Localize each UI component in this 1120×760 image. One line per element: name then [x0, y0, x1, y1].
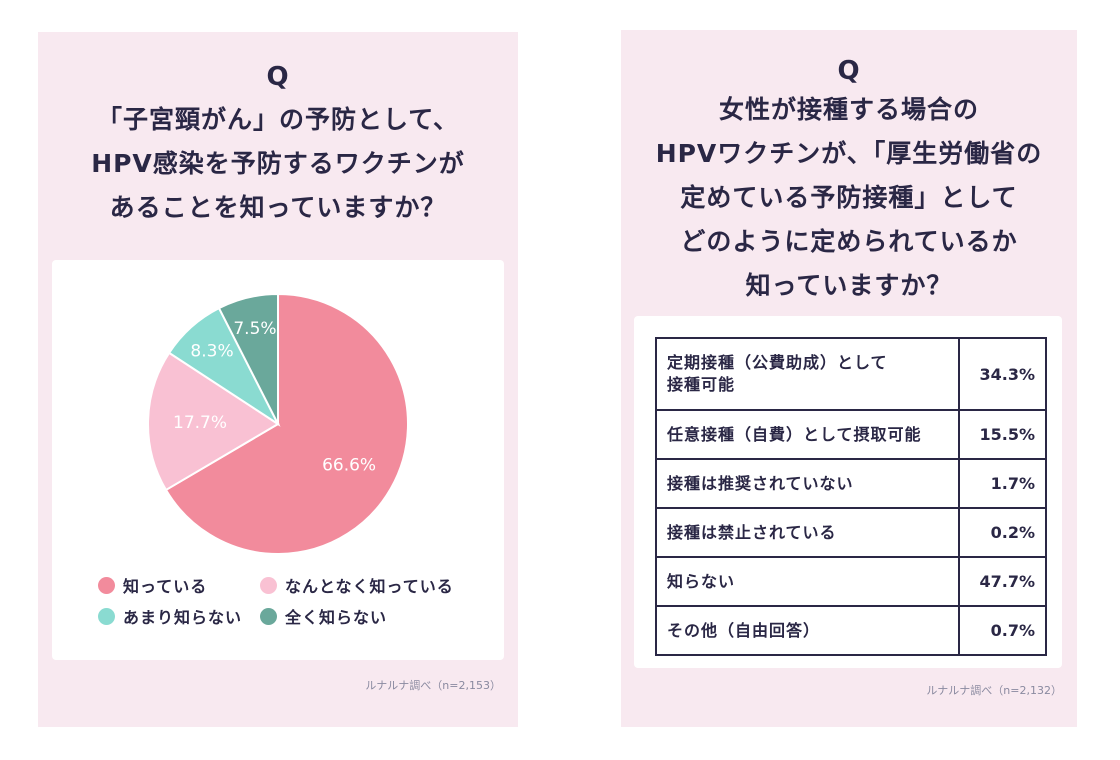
pie-slice: [217, 292, 279, 425]
table-cell-label: 知らない: [654, 556, 961, 607]
title-line: どのように定められているか: [680, 227, 1018, 256]
table-row: 任意接種（自費）として摂取可能 15.5%: [654, 409, 1047, 460]
question-mark-label: Q: [266, 62, 290, 92]
legend-swatch: [260, 576, 277, 594]
table-cell-label: その他（自由回答）: [654, 605, 961, 656]
pie-slice: [147, 351, 280, 492]
legend-item: 全く知らない: [260, 604, 387, 628]
results-table: 定期接種（公費助成）として 接種可能 34.3% 任意接種（自費）として摂取可能…: [654, 337, 1047, 656]
cell-line: 接種可能: [667, 375, 736, 394]
pie-slice-label: 8.3%: [190, 341, 233, 361]
title-line: 女性が接種する場合の: [718, 95, 979, 124]
table-cell-label: 接種は禁止されている: [654, 507, 961, 558]
title-line: あることを知っていますか？: [109, 193, 447, 222]
table-cell-value: 34.3%: [958, 337, 1047, 411]
table-row: 接種は禁止されている 0.2%: [654, 507, 1047, 558]
table-row: 接種は推奨されていない 1.7%: [654, 458, 1047, 509]
right-question-panel: Q 女性が接種する場合の HPVワクチンが、「厚生労働省の 定めている予防接種」…: [621, 30, 1077, 727]
title-line: 定めている予防接種」として: [680, 183, 1018, 212]
title-line: HPV感染を予防するワクチンが: [91, 149, 465, 178]
table-cell-value: 1.7%: [958, 458, 1047, 509]
legend-label: 知っている: [123, 577, 208, 596]
pie-slice: [164, 292, 409, 555]
table-cell-value: 0.7%: [958, 605, 1047, 656]
legend-label: あまり知らない: [123, 608, 243, 627]
pie-chart: 66.6% 17.7% 8.3%7.5%: [147, 292, 409, 555]
title-line: 「子宮頸がん」の予防として、: [96, 105, 459, 134]
legend-swatch: [98, 576, 115, 594]
legend-item: あまり知らない: [98, 604, 242, 628]
pie-slice-label: 17.7%: [173, 413, 227, 433]
question-mark-label: Q: [837, 56, 861, 86]
source-note: ルナルナ調べ（n=2,153）: [365, 679, 501, 692]
table-row: 知らない 47.7%: [654, 556, 1047, 607]
legend-swatch: [260, 607, 277, 625]
pie-slice-label: 66.6%: [322, 456, 376, 476]
table-cell-label: 接種は推奨されていない: [654, 458, 961, 509]
left-question-panel: Q 「子宮頸がん」の予防として、 HPV感染を予防するワクチンが あることを知っ…: [38, 32, 518, 727]
table-cell-value: 47.7%: [958, 556, 1047, 607]
legend-label: 全く知らない: [285, 608, 388, 627]
table-row: その他（自由回答） 0.7%: [654, 605, 1047, 656]
title-line: HPVワクチンが、「厚生労働省の: [655, 139, 1043, 168]
legend-item: 知っている: [98, 573, 207, 597]
legend-swatch: [98, 607, 115, 625]
source-note: ルナルナ調べ（n=2,132）: [926, 684, 1062, 697]
question-title: 女性が接種する場合の HPVワクチンが、「厚生労働省の 定めている予防接種」とし…: [621, 88, 1077, 308]
table-cell-value: 15.5%: [958, 409, 1047, 460]
question-title: 「子宮頸がん」の予防として、 HPV感染を予防するワクチンが あることを知ってい…: [38, 98, 518, 230]
table-row: 定期接種（公費助成）として 接種可能 34.3%: [654, 337, 1047, 411]
cell-line: 定期接種（公費助成）として: [667, 353, 888, 372]
table-cell-label: 任意接種（自費）として摂取可能: [654, 409, 961, 460]
pie-slice-label: 7.5%: [233, 319, 276, 339]
pie-chart-card: 66.6% 17.7% 8.3% 7.5% 知っている なんとなく知っている あまり知…: [52, 260, 504, 660]
results-table-card: 定期接種（公費助成）として 接種可能 34.3% 任意接種（自費）として摂取可能…: [634, 316, 1062, 668]
table-cell-value: 0.2%: [958, 507, 1047, 558]
table-cell-label: 定期接種（公費助成）として 接種可能: [654, 337, 961, 411]
legend-label: なんとなく知っている: [285, 577, 454, 596]
legend-item: なんとなく知っている: [260, 573, 454, 597]
title-line: 知っていますか？: [745, 271, 953, 300]
